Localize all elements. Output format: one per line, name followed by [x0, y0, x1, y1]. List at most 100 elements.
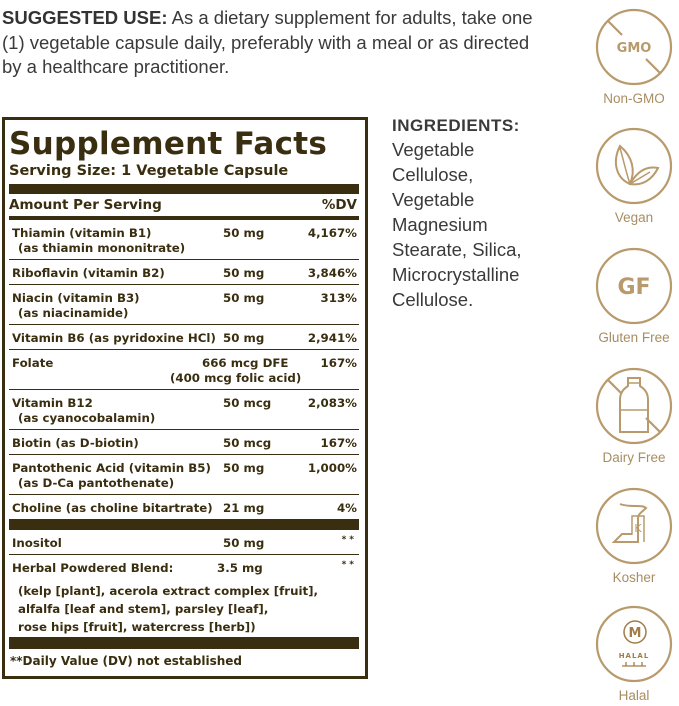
nutrient-row: Thiamin (vitamin B1) (as thiamin mononitr…: [9, 220, 359, 260]
non-gmo-icon: GMO: [595, 8, 673, 86]
nutrient-name: Biotin (as D-biotin): [12, 436, 139, 451]
facts-header: Amount Per Serving %DV: [9, 194, 357, 216]
nutrient-amount: 666 mcg DFE: [202, 356, 289, 370]
leaf-icon: [595, 127, 673, 205]
nutrient-name: Riboflavin (vitamin B2): [12, 266, 165, 281]
nutrient-amount: 50 mg: [223, 536, 265, 550]
nutrient-dv: 3,846%: [307, 266, 357, 280]
nutrient-name-text: Pantothenic Acid (vitamin B5): [12, 461, 211, 475]
blend-components: (kelp [plant], acerola extract complex […: [18, 582, 318, 636]
badge-label: Halal: [618, 688, 650, 703]
nutrient-row: Vitamin B12 (as cyanocobalamin) 50 mcg 2,08…: [9, 390, 359, 430]
nutrient-name-text: Niacin (vitamin B3): [12, 291, 140, 305]
amount-per-serving-header: Amount Per Serving: [9, 197, 162, 213]
nutrient-amount: 50 mg: [223, 461, 265, 475]
badge-label: Dairy Free: [602, 450, 666, 465]
dv-not-established: **: [341, 535, 357, 545]
nutrient-rows: Thiamin (vitamin B1) (as thiamin mononitr…: [9, 220, 365, 519]
nutrient-row: Vitamin B6 (as pyridoxine HCl) 50 mg 2,941…: [9, 325, 359, 350]
nutrient-name-text: Biotin (as D-biotin): [12, 436, 139, 450]
badge-vegan: Vegan: [586, 126, 679, 225]
svg-text:M: M: [629, 626, 642, 641]
blend-line: (kelp [plant], acerola extract complex […: [18, 584, 319, 598]
nutrient-name: Inositol: [12, 536, 62, 550]
svg-text:K: K: [634, 522, 642, 535]
nutrient-source: (as thiamin mononitrate): [18, 241, 186, 255]
nutrient-dv: 4%: [336, 501, 357, 515]
nutrient-name: Choline (as choline bitartrate): [12, 501, 213, 516]
ingredient-line: Vegetable: [392, 139, 475, 160]
badge-label: Gluten Free: [598, 330, 670, 345]
divider-thick: [9, 519, 359, 530]
nutrient-name: Herbal Powdered Blend:: [12, 561, 174, 575]
milk-bottle-crossed-icon: [595, 367, 673, 445]
nutrient-source: (as niacinamide): [18, 306, 129, 320]
serving-size: Serving Size: 1 Vegetable Capsule: [9, 163, 289, 179]
nutrient-dv: 167%: [320, 436, 357, 450]
nutrient-name: Folate: [12, 356, 53, 371]
nutrient-name: Pantothenic Acid (vitamin B5) (as D-Ca pa…: [12, 461, 211, 491]
nutrient-row: Biotin (as D-biotin) 50 mcg 167%: [9, 430, 359, 455]
ingredients-heading: INGREDIENTS:: [392, 116, 520, 135]
halal-icon: M HALAL: [595, 605, 673, 683]
nutrient-row: Herbal Powdered Blend: 3.5 mg ** (kelp [pla…: [9, 555, 359, 637]
nutrient-row: Riboflavin (vitamin B2) 50 mg 3,846%: [9, 260, 359, 285]
nutrient-amount: 50 mg: [223, 331, 265, 345]
ingredient-line: Vegetable: [392, 189, 475, 210]
nutrient-row: Choline (as choline bitartrate) 21 mg 4%: [9, 495, 359, 519]
nutrient-amount: 50 mcg: [223, 436, 272, 450]
nutrient-name-text: Choline (as choline bitartrate): [12, 501, 213, 515]
dv-not-established: **: [341, 560, 357, 570]
badge-label: Vegan: [614, 210, 654, 225]
ingredient-line: Cellulose,: [392, 164, 474, 185]
nutrient-dv: 167%: [320, 356, 357, 370]
nutrient-name: Niacin (vitamin B3) (as niacinamide): [12, 291, 140, 321]
divider-thick: [9, 184, 359, 194]
nutrient-row: Pantothenic Acid (vitamin B5) (as D-Ca pa…: [9, 455, 359, 495]
badge-non-gmo: GMO Non-GMO: [586, 7, 679, 106]
nutrient-amount: 50 mg: [223, 266, 265, 280]
divider-thick: [9, 637, 359, 649]
nutrient-name-text: Riboflavin (vitamin B2): [12, 266, 165, 280]
supplement-facts-panel: Supplement Facts Serving Size: 1 Vegetab…: [2, 117, 368, 679]
nutrient-amount: 50 mg: [223, 291, 265, 305]
other-rows: Inositol 50 mg ** Herbal Powdered Blend: 3.5…: [9, 530, 365, 637]
divider-medium: [9, 216, 359, 220]
badge-gluten-free: GF Gluten Free: [586, 246, 679, 345]
footnote: **Daily Value (DV) not established: [10, 654, 242, 668]
ingredients: INGREDIENTS: Vegetable Cellulose, Vegetabl…: [392, 115, 572, 312]
facts-title: Supplement Facts: [9, 126, 328, 162]
blend-line: alfalfa [leaf and stem], parsley [leaf],: [18, 602, 269, 616]
svg-text:HALAL: HALAL: [619, 652, 650, 660]
nutrient-source: (as cyanocobalamin): [18, 411, 156, 425]
blend-line: rose hips [fruit], watercress [herb]): [18, 620, 256, 634]
ingredient-line: Magnesium: [392, 214, 488, 235]
svg-text:GMO: GMO: [617, 41, 652, 56]
nutrient-name-text: Thiamin (vitamin B1): [12, 226, 152, 240]
nutrient-name: Vitamin B12 (as cyanocobalamin): [12, 396, 155, 426]
nutrient-dv: 313%: [320, 291, 357, 305]
ingredient-line: Microcrystalline: [392, 264, 520, 285]
badge-label: Non-GMO: [603, 91, 665, 106]
suggested-use-text: As a dietary supplement for adults, take…: [2, 7, 533, 77]
ingredient-line: Stearate, Silica,: [392, 239, 522, 260]
ingredient-line: Cellulose.: [392, 289, 474, 310]
nutrient-amount: 50 mg: [223, 226, 265, 240]
suggested-use: SUGGESTED USE: As a dietary supplement f…: [2, 6, 542, 80]
nutrient-row: Inositol 50 mg **: [9, 530, 359, 555]
nutrient-amount: 3.5 mg: [217, 561, 263, 575]
nutrient-row: Folate 666 mcg DFE (400 mcg folic acid) 167…: [9, 350, 359, 390]
nutrient-row: Niacin (vitamin B3) (as niacinamide) 50 mg…: [9, 285, 359, 325]
gluten-free-icon: GF: [595, 247, 673, 325]
suggested-use-label: SUGGESTED USE:: [2, 7, 168, 28]
badge-kosher: K Kosher: [586, 486, 679, 585]
badge-label: Kosher: [612, 570, 656, 585]
kosher-icon: K: [595, 487, 673, 565]
nutrient-amount: 50 mcg: [223, 396, 272, 410]
badge-halal: M HALAL Halal: [586, 604, 679, 703]
nutrient-name: Thiamin (vitamin B1) (as thiamin mononitr…: [12, 226, 185, 256]
nutrient-amount-note: (400 mcg folic acid): [170, 371, 302, 385]
nutrient-dv: 2,941%: [307, 331, 357, 345]
badge-dairy-free: Dairy Free: [586, 366, 679, 465]
